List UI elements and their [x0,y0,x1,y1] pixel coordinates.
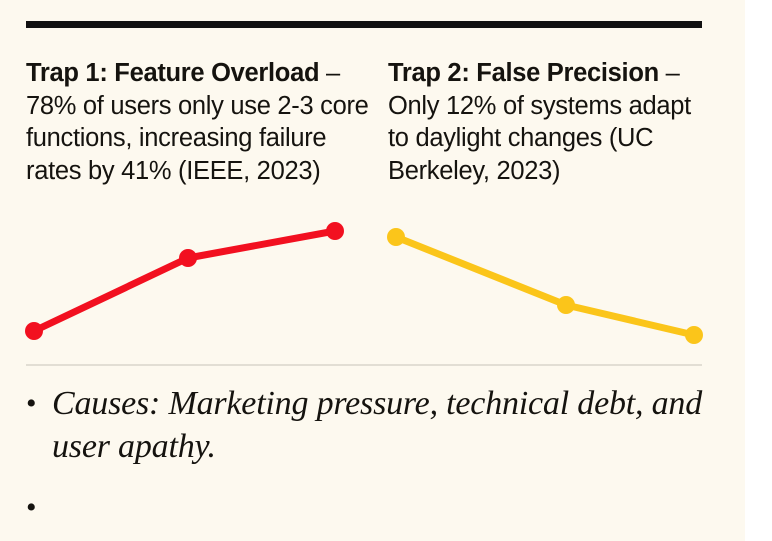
bullet-text-1: Causes: Marketing pressure, technical de… [52,385,703,465]
trap-1-description: – 78% of users only use 2-3 core functio… [26,59,369,185]
bullet-dot-icon: • [26,387,37,420]
list-item: • [26,486,706,530]
right-margin-strip [745,0,772,541]
trap-2-description: – Only 12% of systems adapt to daylight … [388,59,691,185]
trap-column-1: Trap 1: Feature Overload – 78% of users … [26,57,371,187]
section-divider [26,364,702,366]
trap-column-2: Trap 2: False Precision – Only 12% of sy… [388,57,706,187]
trap-1-title: Trap 1: Feature Overload [26,59,320,87]
top-rule-divider [26,21,702,28]
list-item: • Causes: Marketing pressure, technical … [26,382,706,468]
bullet-list: • Causes: Marketing pressure, technical … [26,382,706,530]
bullet-text-2 [52,486,706,506]
trap-2-title: Trap 2: False Precision [388,59,659,87]
bullet-dot-icon: • [26,491,37,524]
